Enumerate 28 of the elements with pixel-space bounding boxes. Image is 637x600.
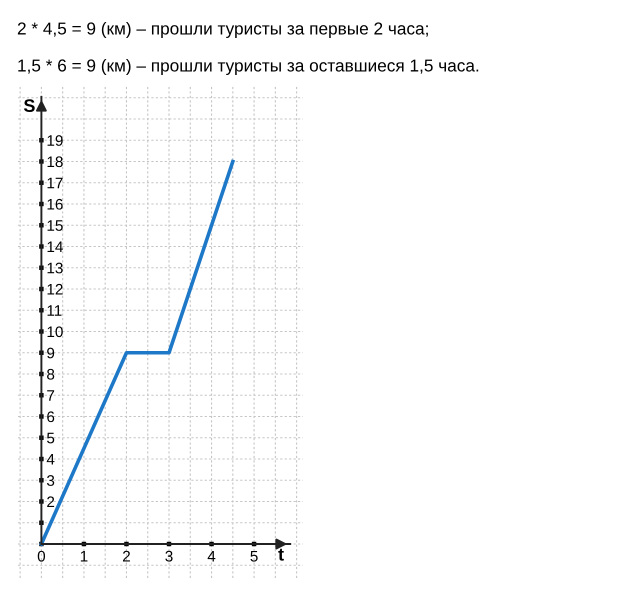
y-tick-label: 4: [46, 454, 54, 465]
y-tick-label: 14: [48, 242, 63, 252]
y-axis-title: S: [24, 99, 35, 112]
y-tick-label: 12: [48, 284, 63, 295]
x-tick-label: 4: [208, 550, 216, 562]
y-tick-label: 13: [48, 262, 63, 274]
chart-subtitle: 1,5 * 6 = 9 (км) – прошли туристы за оставшиеся 1,5 часа.: [18, 58, 478, 76]
x-tick-label: 0: [38, 550, 46, 562]
y-tick-label: 7: [47, 390, 54, 401]
x-tick-label: 1: [80, 550, 88, 562]
y-tick-label: 17: [48, 178, 63, 188]
y-tick-label: 8: [47, 368, 54, 380]
y-tick-label: 15: [48, 220, 63, 231]
y-tick-label: 16: [48, 198, 63, 210]
y-tick-label: 10: [48, 326, 63, 338]
y-tick-label: 9: [47, 348, 54, 358]
x-tick-label: 5: [250, 550, 258, 562]
y-tick-label: 18: [48, 156, 63, 168]
y-tick-label: 3: [46, 475, 54, 486]
y-tick-label: 2: [47, 496, 54, 508]
y-tick-label: 19: [48, 135, 63, 146]
x-axis-title: t: [278, 548, 284, 561]
chart-title: 2 * 4,5 = 9 (км) – прошли туристы за первые 2 часа;: [18, 22, 428, 38]
y-tick-label: 11: [48, 305, 62, 316]
x-tick-label: 2: [122, 550, 130, 562]
y-tick-label: 5: [47, 432, 54, 444]
y-tick-label: 6: [47, 411, 54, 422]
x-tick-label: 3: [165, 550, 173, 562]
